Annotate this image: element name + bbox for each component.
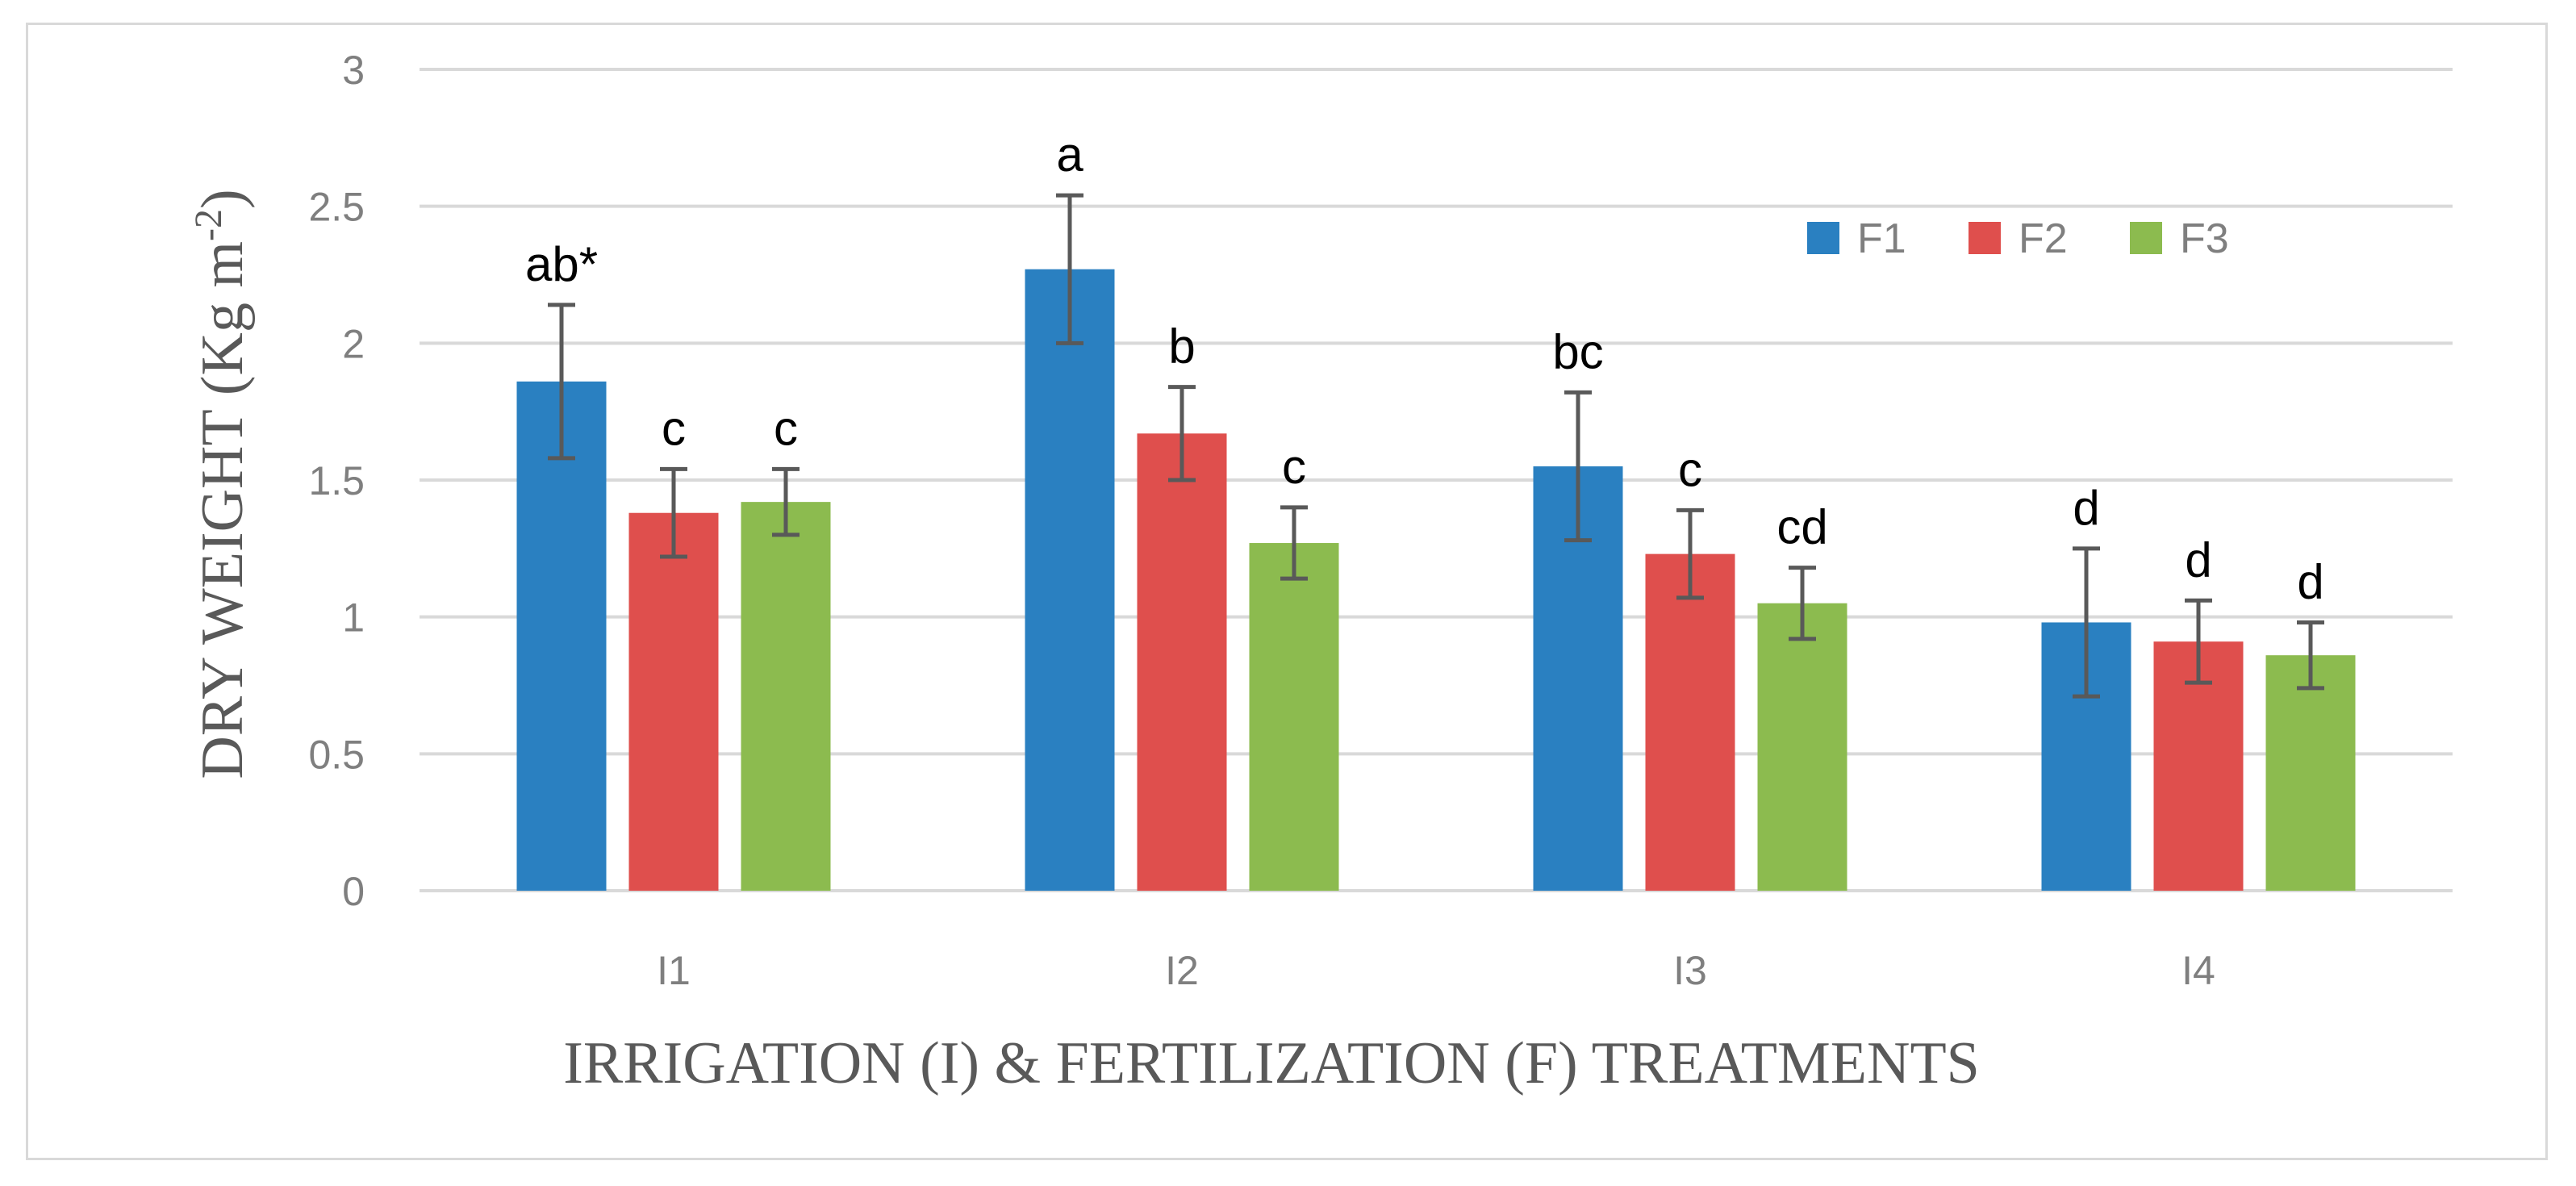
x-category-label: I4	[2181, 948, 2215, 993]
error-bar	[1564, 390, 1592, 543]
significance-label: d	[2073, 481, 2099, 535]
legend-swatch	[1807, 222, 1839, 254]
y-tick-label: 0.5	[308, 732, 365, 777]
error-bar	[2297, 620, 2324, 691]
y-axis-title-close: )	[190, 189, 256, 209]
significance-label: d	[2297, 554, 2323, 608]
y-tick-label: 2	[342, 321, 365, 366]
error-bar	[1056, 193, 1083, 345]
y-tick-label: 3	[342, 48, 365, 93]
significance-label: cd	[1776, 500, 1827, 554]
significance-label: b	[1168, 319, 1195, 374]
significance-label: ab*	[525, 237, 598, 291]
bars	[516, 269, 2356, 892]
significance-label: c	[774, 401, 798, 455]
error-bar	[1789, 566, 1816, 641]
legend-swatch	[1969, 222, 2001, 254]
bar-f3	[1249, 543, 1339, 891]
bar-f2	[1137, 433, 1227, 891]
error-bar	[1280, 505, 1308, 581]
y-axis-title-superscript: -2	[187, 209, 230, 241]
x-axis-categories: I1 I2 I3 I4	[657, 948, 2215, 993]
x-category-label: I3	[1673, 948, 1707, 993]
legend: F1 F2 F3	[1807, 215, 2229, 262]
bar-f2	[1645, 553, 1735, 891]
x-axis-title: IRRIGATION (I) & FERTILIZATION (F) TREAT…	[563, 1030, 1980, 1096]
error-bar	[1676, 507, 1704, 600]
error-bar	[660, 466, 687, 559]
bar-f3	[1757, 603, 1847, 891]
error-bar	[1168, 385, 1196, 482]
legend-item-f3: F3	[2130, 215, 2229, 262]
bar-f3	[741, 502, 831, 891]
error-bar	[2073, 546, 2100, 699]
bar-f1	[516, 381, 607, 892]
error-bar	[2185, 598, 2212, 685]
y-axis-title-main: DRY WEIGHT (Kg m	[190, 241, 256, 779]
x-category-label: I1	[657, 948, 691, 993]
significance-label: d	[2185, 532, 2211, 587]
error-bars	[548, 193, 2324, 699]
y-tick-label: 1	[342, 595, 365, 641]
bar-f2	[628, 512, 719, 891]
bar-f1	[1025, 269, 1115, 891]
significance-label: c	[662, 401, 686, 455]
y-tick-label: 2.5	[308, 185, 365, 230]
legend-label: F2	[2019, 215, 2068, 262]
error-bar	[548, 303, 575, 461]
significance-label: c	[1678, 442, 1702, 496]
gridlines	[420, 68, 2453, 892]
legend-swatch	[2130, 222, 2162, 254]
y-tick-label: 0	[342, 869, 365, 914]
y-axis-title: DRY WEIGHT (Kg m-2)	[187, 189, 256, 779]
legend-label: F3	[2180, 215, 2229, 262]
y-axis-ticks: 0 0.5 1 1.5 2 2.5 3	[308, 48, 365, 914]
error-bar	[772, 466, 800, 537]
significance-label: a	[1056, 127, 1083, 182]
y-tick-label: 1.5	[308, 458, 365, 503]
legend-item-f2: F2	[1969, 215, 2068, 262]
legend-item-f1: F1	[1807, 215, 1906, 262]
significance-label: bc	[1552, 324, 1603, 378]
significance-label: c	[1282, 440, 1306, 494]
bar-f3	[2265, 655, 2356, 891]
legend-label: F1	[1857, 215, 1906, 262]
x-category-label: I2	[1165, 948, 1199, 993]
